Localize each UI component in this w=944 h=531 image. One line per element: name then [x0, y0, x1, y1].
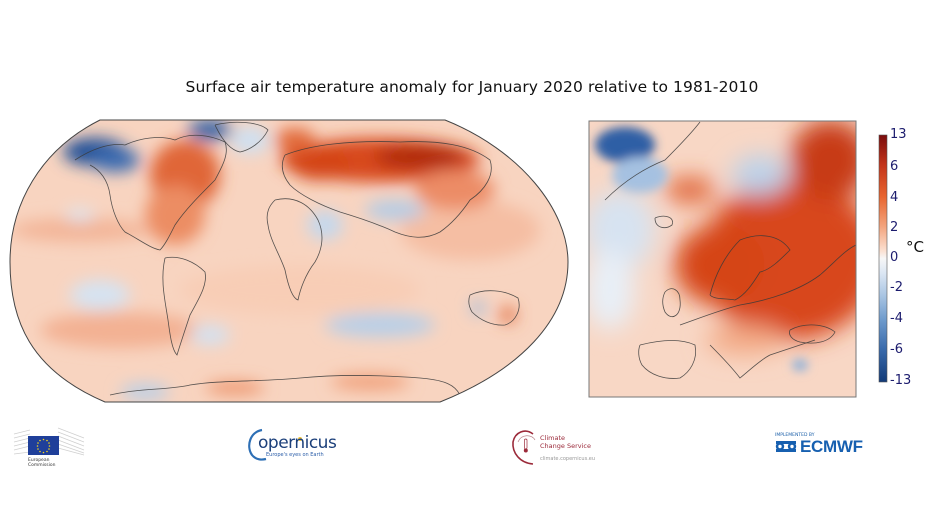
- colorbar-tick: 0: [890, 250, 899, 265]
- colorbar-tick: 13: [890, 127, 907, 142]
- coast-black-sea: [789, 324, 836, 344]
- c3s-line1: Climate: [540, 434, 566, 442]
- ecmwf-wordmark: ECMWF: [800, 437, 863, 456]
- ecmwf-prefix: IMPLEMENTED BY: [775, 433, 815, 438]
- global-map: [9, 119, 569, 403]
- coast-eurasia: [281, 141, 492, 238]
- copernicus-sun-icon: [298, 437, 302, 441]
- ec-logo: [13, 427, 85, 456]
- ec-building-icon: [13, 427, 85, 456]
- ec-logo-line2: Commission: [28, 463, 56, 468]
- colorbar-tick: 6: [890, 159, 899, 174]
- europe-anomaly-field: [589, 121, 856, 355]
- copernicus-wordmark: opernicus: [258, 433, 337, 453]
- colorbar-tick: -4: [890, 311, 903, 326]
- copernicus-logo: [248, 428, 302, 461]
- c3s-line2: Change Service: [540, 442, 591, 450]
- c3s-cloud-icon: [517, 435, 536, 443]
- colorbar-tick: -2: [890, 280, 903, 295]
- colorbar-unit-label: °C: [906, 238, 924, 256]
- c3s-logo: [512, 430, 536, 465]
- coast-australia: [468, 290, 520, 326]
- coast-iberia: [638, 340, 697, 379]
- coast-continent: [679, 244, 856, 326]
- ec-logo-line1: European: [28, 458, 50, 463]
- coast-africa: [266, 198, 323, 301]
- coast-italy-balkans: [709, 339, 816, 379]
- global-anomaly-field: [10, 120, 540, 400]
- coast-north-america: [74, 134, 227, 251]
- coast-scandinavia: [709, 235, 791, 301]
- europe-coastlines: [604, 121, 856, 379]
- colorbar-tick: 2: [890, 220, 899, 235]
- coast-south-america: [162, 256, 206, 356]
- coast-british-isles: [662, 288, 681, 317]
- c3s-url: climate.copernicus.eu: [540, 456, 596, 462]
- coast-iceland: [654, 215, 673, 229]
- europe-map: [588, 120, 857, 398]
- c3s-arc-icon: [512, 430, 534, 465]
- copernicus-c-arc-icon: [248, 428, 267, 461]
- colorbar-tick: -6: [890, 342, 903, 357]
- thermometer-icon: [524, 438, 528, 450]
- coast-greenland: [214, 121, 269, 153]
- europe-map-frame: [588, 120, 857, 398]
- colorbar-tick: -13: [890, 373, 912, 388]
- global-coastlines: [74, 121, 520, 396]
- eu-stars-icon: [36, 438, 51, 454]
- colorbar-gradient: [878, 134, 888, 383]
- coast-greenland-inset: [604, 121, 701, 201]
- copernicus-tagline: Europe's eyes on Earth: [266, 452, 324, 458]
- ecmwf-logo: [775, 441, 797, 452]
- global-map-outline: [9, 119, 569, 403]
- chart-title: Surface air temperature anomaly for Janu…: [185, 78, 759, 96]
- colorbar-tick: 4: [890, 190, 899, 205]
- coast-antarctica: [109, 374, 461, 396]
- eu-flag-icon: [28, 436, 59, 455]
- colorbar: [878, 134, 888, 383]
